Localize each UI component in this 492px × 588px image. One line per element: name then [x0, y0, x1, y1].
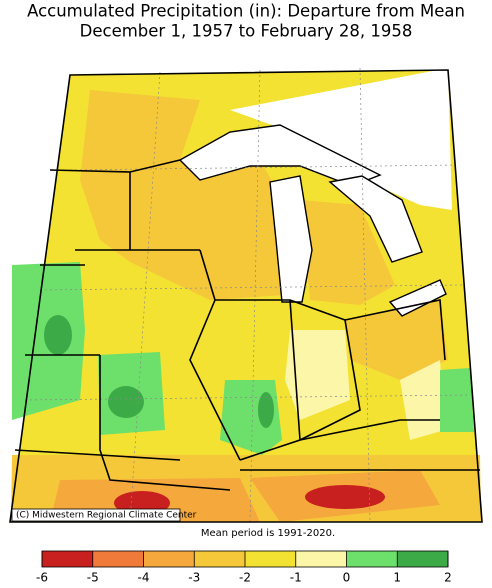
legend-tick-label: 2: [444, 571, 452, 585]
legend: -6 -5 -4 -3 -2 -1 0 1 2: [36, 550, 452, 585]
map: [9, 67, 483, 523]
legend-swatch: [346, 551, 398, 567]
legend-swatch: [143, 551, 195, 567]
legend-tick-label: 0: [343, 571, 351, 585]
field: [300, 200, 395, 305]
title-line: Accumulated Precipitation (in): Departur…: [27, 2, 465, 21]
legend-tick-label: -2: [239, 571, 251, 585]
legend-swatch: [397, 551, 448, 567]
field: [258, 392, 274, 428]
credit: (C) Midwestern Regional Climate Center: [16, 511, 197, 521]
lake-huron: [328, 175, 423, 263]
field: [44, 315, 72, 355]
legend-tick-label: -4: [138, 571, 150, 585]
note: Mean period is 1991-2020.: [201, 528, 335, 539]
field: [345, 300, 448, 380]
legend-tick-label: -3: [188, 571, 200, 585]
lake-michigan: [269, 175, 313, 303]
legend-swatch: [295, 551, 347, 567]
field: [80, 90, 300, 300]
field: [108, 386, 144, 418]
legend-tick-label: -6: [36, 571, 48, 585]
legend-swatch: [245, 551, 296, 567]
field: [440, 368, 474, 432]
field: [305, 485, 385, 509]
credit-box: [11, 508, 181, 522]
title-line: December 1, 1957 to February 28, 1958: [80, 22, 413, 41]
legend-swatch: [194, 551, 245, 567]
legend-swatch: [92, 551, 144, 567]
legend-tick-label: -1: [290, 571, 302, 585]
legend-swatch: [42, 551, 93, 567]
grid: [24, 67, 471, 523]
legend-tick-label: -5: [87, 571, 99, 585]
field: [285, 330, 350, 420]
state-lines: [9, 69, 483, 523]
outside-area: [230, 68, 452, 210]
legend-tick-label: 1: [393, 571, 401, 585]
